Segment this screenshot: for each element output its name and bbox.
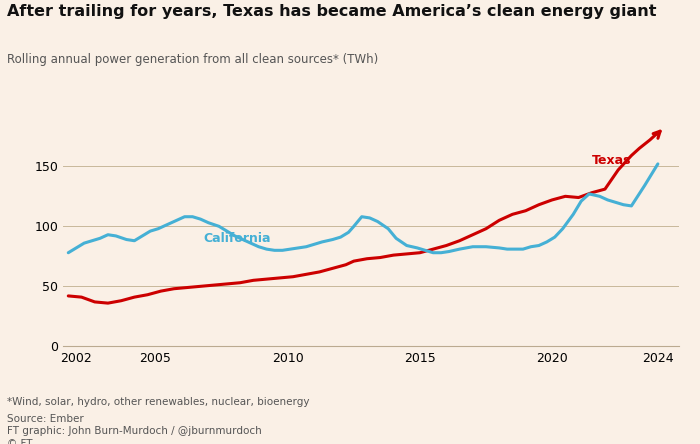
Text: © FT: © FT xyxy=(7,439,32,444)
Text: FT graphic: John Burn-Murdoch / @jburnmurdoch: FT graphic: John Burn-Murdoch / @jburnmu… xyxy=(7,426,262,436)
Text: After trailing for years, Texas has became America’s clean energy giant: After trailing for years, Texas has beca… xyxy=(7,4,657,20)
Text: *Wind, solar, hydro, other renewables, nuclear, bioenergy: *Wind, solar, hydro, other renewables, n… xyxy=(7,397,309,408)
Text: Rolling annual power generation from all clean sources* (TWh): Rolling annual power generation from all… xyxy=(7,53,378,66)
Text: Source: Ember: Source: Ember xyxy=(7,414,84,424)
Text: Texas: Texas xyxy=(592,154,631,167)
Text: California: California xyxy=(203,232,271,245)
